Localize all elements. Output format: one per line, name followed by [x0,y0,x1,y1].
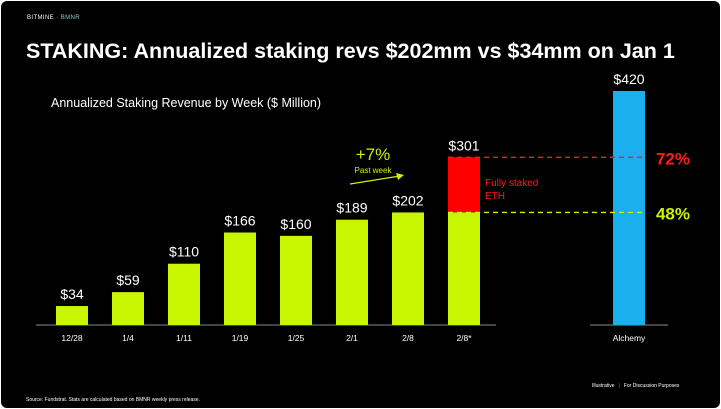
x-tick-label: 2/8 [402,333,414,343]
increment-label-line2: ETH [485,191,505,202]
brand-mark: BITMINE · BMNR [27,15,80,21]
bar-value-label: $202 [392,192,423,208]
bar-week [168,263,200,325]
bar-week [280,235,312,325]
x-tick-label: 1/4 [122,333,134,343]
bar-value-label: $166 [224,213,255,229]
discussion-label: For Discussion Purposes [623,383,680,389]
bar-week [224,232,256,325]
chart-title: Annualized Staking Revenue by Week ($ Mi… [51,96,322,110]
x-tick-label: 1/25 [288,333,305,343]
weekly-change-value: +7% [356,145,391,164]
bar-value-label: $160 [280,216,311,232]
increment-label-line1: Fully staked [485,178,538,189]
source-note: Source: Fundstrat. Stats are calculated … [26,397,200,403]
slide-title: STAKING: Annualized staking revs $202mm … [26,39,675,63]
bar-value-label: $420 [613,71,644,87]
bar-value-label: $110 [169,244,199,260]
x-tick-label: Alchemy [613,333,646,343]
bar-week [56,306,88,325]
bar-week [336,219,368,325]
brand-name: BITMINE [27,15,55,21]
trend-arrow-head [396,173,404,180]
reference-percent-label: 48% [656,204,690,223]
bar-week [112,292,144,325]
x-tick-label: 12/28 [61,333,83,343]
x-tick-label: 1/11 [176,333,192,343]
bar-value-label: $189 [336,200,367,216]
brand-separator: · [56,15,59,21]
footer-divider: | [618,383,620,389]
x-tick-label: 2/8* [456,333,472,343]
bar-value-label: $34 [60,286,84,302]
bar-projection-increment [448,157,480,213]
x-tick-label: 1/19 [232,333,249,343]
footer-disclaimer: Illustrative | For Discussion Purposes [592,383,679,389]
bar-value-label: $301 [448,137,479,153]
bar-week [392,212,424,325]
bar-alchemy [613,91,645,325]
bar-value-label: $59 [116,272,140,288]
x-tick-label: 2/1 [346,333,358,343]
trend-arrow-line [349,175,401,185]
illustrative-label: Illustrative [592,383,615,389]
brand-ticker: BMNR [60,15,80,21]
bar-projection-base [448,212,480,325]
weekly-change-period: Past week [355,166,393,175]
reference-percent-label: 72% [656,149,690,168]
